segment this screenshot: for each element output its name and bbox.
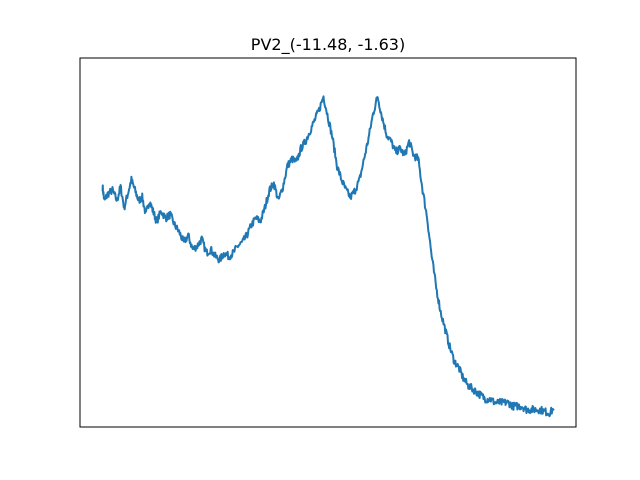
chart-title: PV2_(-11.48, -1.63) xyxy=(251,35,405,55)
series-layer xyxy=(101,95,555,418)
series-line-1 xyxy=(101,95,555,418)
